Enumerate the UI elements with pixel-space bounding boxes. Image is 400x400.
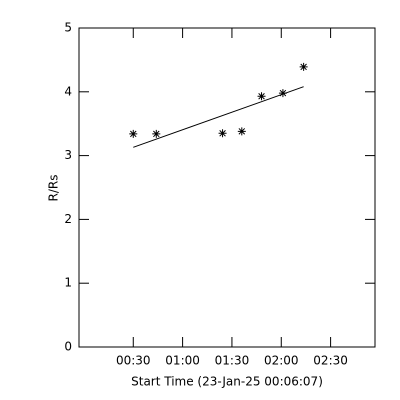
x-tick-label: 01:00 [165,354,200,368]
y-tick-label: 3 [64,148,72,162]
x-tick-label: 01:30 [215,354,250,368]
x-axis-label: Start Time (23-Jan-25 00:06:07) [131,375,323,389]
point [152,129,161,138]
fit-line [133,86,304,148]
point [129,129,138,138]
y-tick-label: 1 [64,276,72,290]
y-tick-label: 4 [64,84,72,98]
point [218,129,227,138]
y-tick-label: 5 [64,21,72,35]
point [257,92,266,101]
point [278,89,287,98]
x-tick-label: 02:30 [313,354,348,368]
y-axis-label: R/Rs [47,175,61,202]
x-tick-label: 00:30 [116,354,151,368]
y-tick-label: 2 [64,212,72,226]
point [299,62,308,71]
x-tick-label: 02:00 [264,354,299,368]
plot-frame [78,27,376,348]
y-tick-label: 0 [64,340,72,354]
point [237,127,246,136]
